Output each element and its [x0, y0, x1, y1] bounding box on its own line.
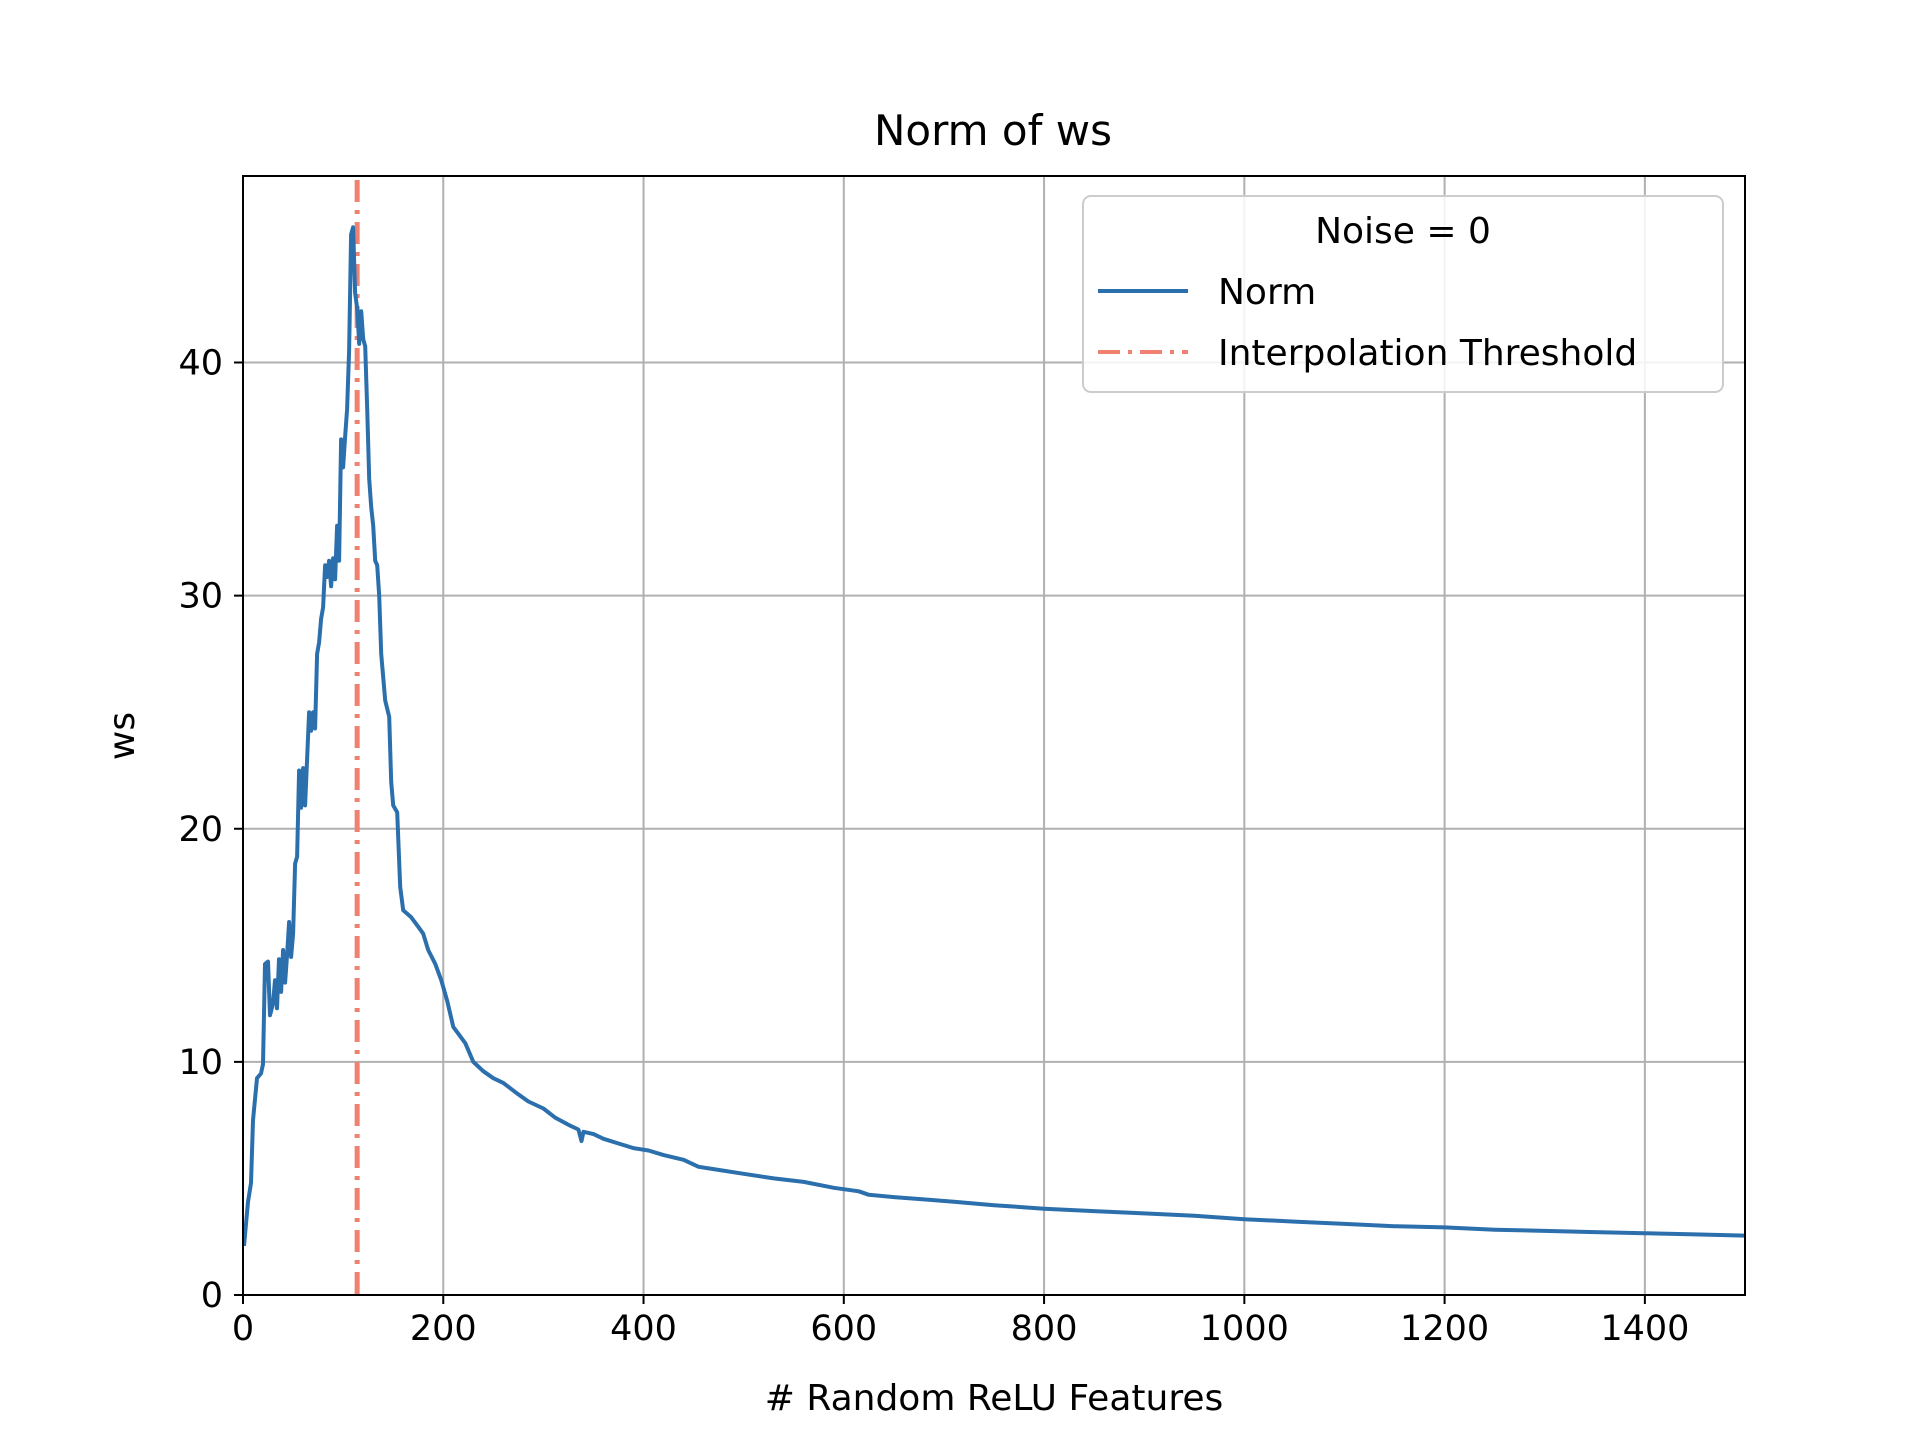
series-layer	[243, 180, 1745, 1295]
plot-frame	[242, 175, 1746, 1296]
y-axis-ticks: 0 10 20 30 40	[178, 344, 243, 1316]
x-tick-label: 800	[1011, 1309, 1078, 1349]
x-axis-label: # Random ReLU Features	[765, 1378, 1224, 1419]
legend: Noise = 0 Norm Interpolation Threshold	[1082, 195, 1724, 393]
x-tick-label: 0	[232, 1309, 254, 1349]
x-tick-label: 400	[610, 1309, 677, 1349]
y-tick-label: 30	[178, 577, 223, 617]
x-tick-label: 200	[410, 1309, 477, 1349]
y-tick-label: 40	[178, 344, 223, 384]
x-axis-ticks: 0 200 400 600 800 1000 1200 1400	[232, 1295, 1689, 1349]
x-tick-label: 600	[810, 1309, 877, 1349]
legend-title: Noise = 0	[1315, 211, 1491, 252]
x-tick-label: 1000	[1200, 1309, 1289, 1349]
x-tick-label: 1200	[1400, 1309, 1489, 1349]
legend-label-norm: Norm	[1218, 272, 1316, 313]
y-axis-label: ws	[102, 712, 143, 760]
y-tick-label: 10	[178, 1043, 223, 1083]
legend-box	[1082, 195, 1724, 393]
chart-title: Norm of ws	[874, 106, 1112, 155]
y-tick-label: 0	[201, 1276, 223, 1316]
y-tick-label: 20	[178, 810, 223, 850]
x-tick-label: 1400	[1600, 1309, 1689, 1349]
norm-series-line	[243, 225, 1745, 1247]
legend-label-threshold: Interpolation Threshold	[1218, 333, 1637, 374]
